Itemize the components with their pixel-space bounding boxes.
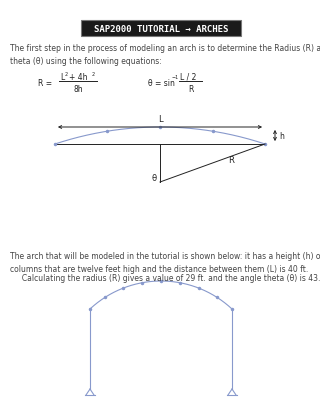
Text: + 4h: + 4h: [69, 72, 87, 81]
Text: 8h: 8h: [74, 84, 84, 93]
Text: The arch that will be modeled in the tutorial is shown below: it has a height (h: The arch that will be modeled in the tut…: [10, 252, 320, 273]
Text: h: h: [279, 132, 284, 141]
Text: R: R: [188, 84, 193, 93]
Text: −1: −1: [172, 75, 179, 80]
Text: L: L: [158, 115, 162, 124]
Text: R: R: [228, 156, 234, 165]
Text: R =: R =: [38, 78, 52, 87]
Text: θ = sin: θ = sin: [148, 78, 175, 87]
Text: L / 2: L / 2: [180, 72, 196, 81]
Text: θ: θ: [151, 174, 156, 183]
Text: 2: 2: [92, 72, 95, 77]
FancyBboxPatch shape: [81, 21, 241, 37]
Text: The first step in the process of modeling an arch is to determine the Radius (R): The first step in the process of modelin…: [10, 44, 320, 66]
Text: L: L: [60, 72, 64, 81]
Text: 2: 2: [65, 72, 68, 77]
Text: SAP2000 TUTORIAL → ARCHES: SAP2000 TUTORIAL → ARCHES: [94, 25, 228, 34]
Text: Calculating the radius (R) gives a value of 29 ft. and the angle theta (θ) is 43: Calculating the radius (R) gives a value…: [10, 273, 320, 282]
